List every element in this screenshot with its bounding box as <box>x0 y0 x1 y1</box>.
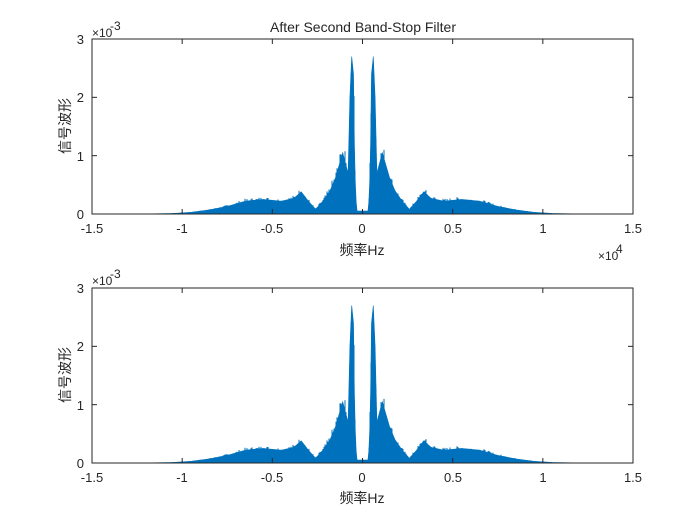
x-tick-label: -0.5 <box>261 221 283 236</box>
x-tick-label: -1 <box>176 221 188 236</box>
x-tick-label: 0 <box>358 470 365 485</box>
y-axis-ticks: 0 1 2 3 <box>77 32 84 222</box>
axes-box <box>91 38 634 215</box>
axes-box <box>91 287 634 464</box>
y-exponent-power: -3 <box>110 19 121 33</box>
y-tick-label: 2 <box>77 339 84 354</box>
y-exponent-label: ×10 -3 <box>92 19 121 40</box>
y-exponent-base: ×10 <box>92 26 113 40</box>
plot-area <box>91 38 634 215</box>
subplot-bottom: ×10 -3 0 1 2 3 -1.5 -1 -0.5 0 0.5 1 1.5 … <box>57 267 642 506</box>
x-axis-ticks: -1.5 -1 -0.5 0 0.5 1 1.5 <box>81 470 642 485</box>
y-tick-label: 1 <box>77 149 84 164</box>
x-tick-label: -0.5 <box>261 470 283 485</box>
y-axis-ticks: 0 1 2 3 <box>77 281 84 471</box>
series-0-spikes <box>149 322 576 463</box>
x-exponent-base: ×10 <box>598 249 619 263</box>
x-tick-label: 0.5 <box>444 221 462 236</box>
x-tick-label: 1.5 <box>624 470 642 485</box>
x-exponent-power: 4 <box>616 242 623 256</box>
subplot-top: After Second Band-Stop Filter ×10 -3 0 1… <box>57 19 642 263</box>
x-tick-label: -1.5 <box>81 470 103 485</box>
y-tick-label: 3 <box>77 32 84 47</box>
y-exponent-base: ×10 <box>92 274 113 288</box>
series-0-spikes <box>149 73 576 214</box>
y-exponent-power: -3 <box>110 267 121 281</box>
plot-area <box>91 287 634 464</box>
y-tick-label: 3 <box>77 281 84 296</box>
x-axis-ticks: -1.5 -1 -0.5 0 0.5 1 1.5 <box>81 221 642 236</box>
x-tick-label: 0 <box>358 221 365 236</box>
y-tick-label: 2 <box>77 90 84 105</box>
x-axis-label: 频率Hz <box>339 242 384 258</box>
chart-title: After Second Band-Stop Filter <box>270 19 456 35</box>
y-tick-label: 0 <box>77 456 84 471</box>
y-exponent-label: ×10 -3 <box>92 267 121 288</box>
x-tick-label: -1 <box>176 470 188 485</box>
x-tick-label: 1 <box>539 470 546 485</box>
x-tick-label: -1.5 <box>81 221 103 236</box>
y-axis-label: 信号波形 <box>57 347 73 403</box>
y-axis-label: 信号波形 <box>57 98 73 154</box>
x-tick-label: 0.5 <box>444 470 462 485</box>
y-tick-label: 0 <box>77 207 84 222</box>
x-exponent-label: ×10 4 <box>598 242 623 263</box>
x-tick-label: 1 <box>539 221 546 236</box>
x-tick-label: 1.5 <box>624 221 642 236</box>
x-axis-label: 频率Hz <box>339 490 384 506</box>
y-tick-label: 1 <box>77 398 84 413</box>
tick-marks <box>91 38 634 215</box>
